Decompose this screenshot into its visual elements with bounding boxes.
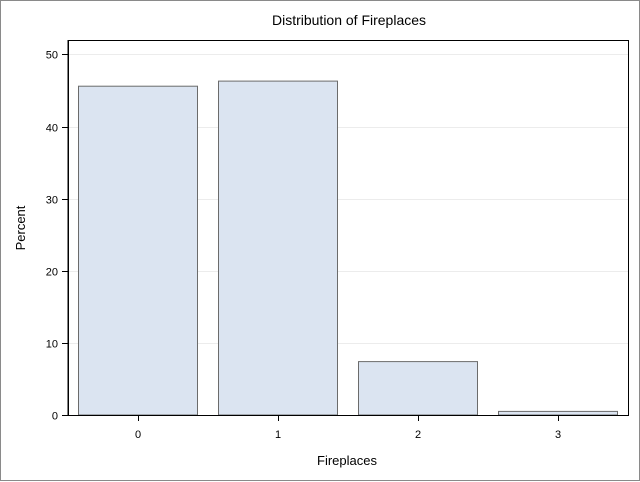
y-tick-label: 50: [46, 50, 58, 62]
bar-3: [498, 410, 618, 416]
chart-title: Distribution of Fireplaces: [272, 12, 426, 28]
y-axis: 0 10 20 30 40 50: [46, 40, 69, 423]
y-tick-label: 40: [46, 123, 58, 135]
x-tick-label: 1: [275, 429, 281, 441]
bars: [78, 80, 618, 416]
x-axis-label: Fireplaces: [317, 453, 377, 468]
x-tick-label: 2: [415, 429, 421, 441]
bar-2: [358, 361, 478, 416]
bar-0: [78, 85, 198, 416]
x-tick-label: 0: [135, 429, 141, 441]
x-axis: 0 1 2 3: [68, 415, 628, 441]
y-tick-label: 30: [46, 195, 58, 207]
y-tick-label: 0: [52, 411, 58, 423]
bar-1: [218, 80, 338, 416]
y-tick-label: 20: [46, 267, 58, 279]
x-tick-label: 3: [555, 429, 561, 441]
y-tick-label: 10: [46, 339, 58, 351]
y-axis-label: Percent: [13, 205, 28, 250]
